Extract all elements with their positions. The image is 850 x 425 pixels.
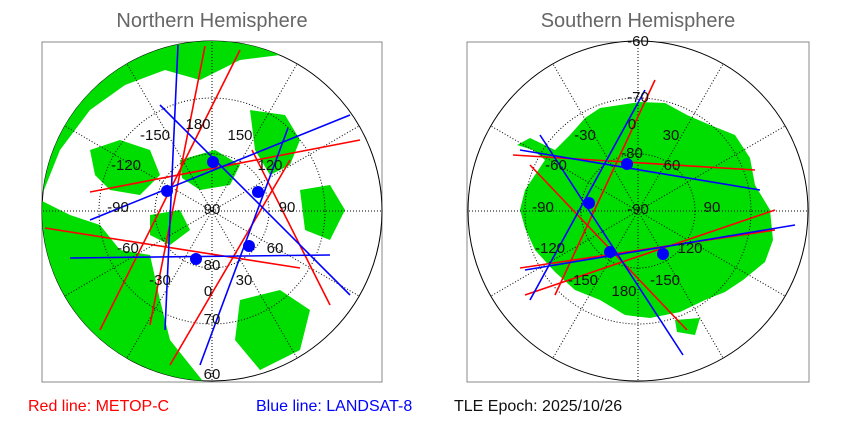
north-lon-label: 0 xyxy=(204,283,212,300)
south-marker xyxy=(583,197,595,209)
south-lon-label: -90 xyxy=(532,199,554,216)
south-lon-label: -150 xyxy=(650,272,680,289)
south-marker xyxy=(604,246,616,258)
south-lon-label: 30 xyxy=(663,127,680,144)
north-marker xyxy=(252,186,264,198)
south-lon-label: 180 xyxy=(611,283,636,300)
north-lon-label: -90 xyxy=(107,199,129,216)
north-lat-label: 80 xyxy=(204,257,221,274)
south-lat-label: -90 xyxy=(627,201,649,218)
north-lat-label: 70 xyxy=(204,311,221,328)
metop-legend: Red line: METOP-C xyxy=(28,398,170,415)
south-lon-label: -30 xyxy=(574,127,596,144)
tle-epoch-label: TLE Epoch: 2025/10/26 xyxy=(454,398,623,415)
north-marker xyxy=(161,185,173,197)
south-lon-label: 120 xyxy=(677,240,702,257)
south-lon-label: -120 xyxy=(535,240,565,257)
north-lon-label: -60 xyxy=(117,240,139,257)
south-lon-label: 90 xyxy=(704,199,721,216)
south-lat-label: -60 xyxy=(627,33,649,50)
south-satellite-markers xyxy=(583,158,669,260)
north-lon-label: -120 xyxy=(111,157,141,174)
south-lon-label: 60 xyxy=(664,157,681,174)
north-marker xyxy=(243,240,255,252)
south-marker xyxy=(621,158,633,170)
north-lat-label: 60 xyxy=(204,366,221,383)
south-graticule xyxy=(468,41,808,381)
north-lon-label: -30 xyxy=(149,272,171,289)
north-lon-label: 150 xyxy=(227,127,252,144)
north-lon-label: 90 xyxy=(279,199,296,216)
south-lon-label: -60 xyxy=(545,157,567,174)
south-landmass xyxy=(517,102,773,335)
north-lon-label: 180 xyxy=(185,116,210,133)
north-panel-title: Northern Hemisphere xyxy=(116,10,308,32)
north-lat-label: 90 xyxy=(204,201,221,218)
north-marker xyxy=(190,253,202,265)
north-lon-label: 60 xyxy=(267,240,284,257)
south-marker xyxy=(657,248,669,260)
south-lat-label: -70 xyxy=(627,89,649,106)
south-lon-label: 0 xyxy=(628,116,636,133)
north-lon-label: 120 xyxy=(257,157,282,174)
north-graticule xyxy=(42,41,382,381)
landsat-legend: Blue line: LANDSAT-8 xyxy=(256,398,413,415)
north-lon-label: -150 xyxy=(140,127,170,144)
south-lat-label: -80 xyxy=(621,145,643,162)
south-map: 0 30 60 90 120 -150 180 -120 -90 -60 -30… xyxy=(466,33,810,383)
south-landsat-tracks xyxy=(519,89,796,356)
south-panel-title: Southern Hemisphere xyxy=(540,10,736,32)
north-satellite-markers xyxy=(161,156,264,265)
north-lon-label: 30 xyxy=(236,272,253,289)
north-map: 180 150 120 90 60 30 0 -30 -60 -90 -120 … xyxy=(41,40,383,383)
south-lon-label: -150 xyxy=(568,272,598,289)
north-marker xyxy=(207,156,219,168)
